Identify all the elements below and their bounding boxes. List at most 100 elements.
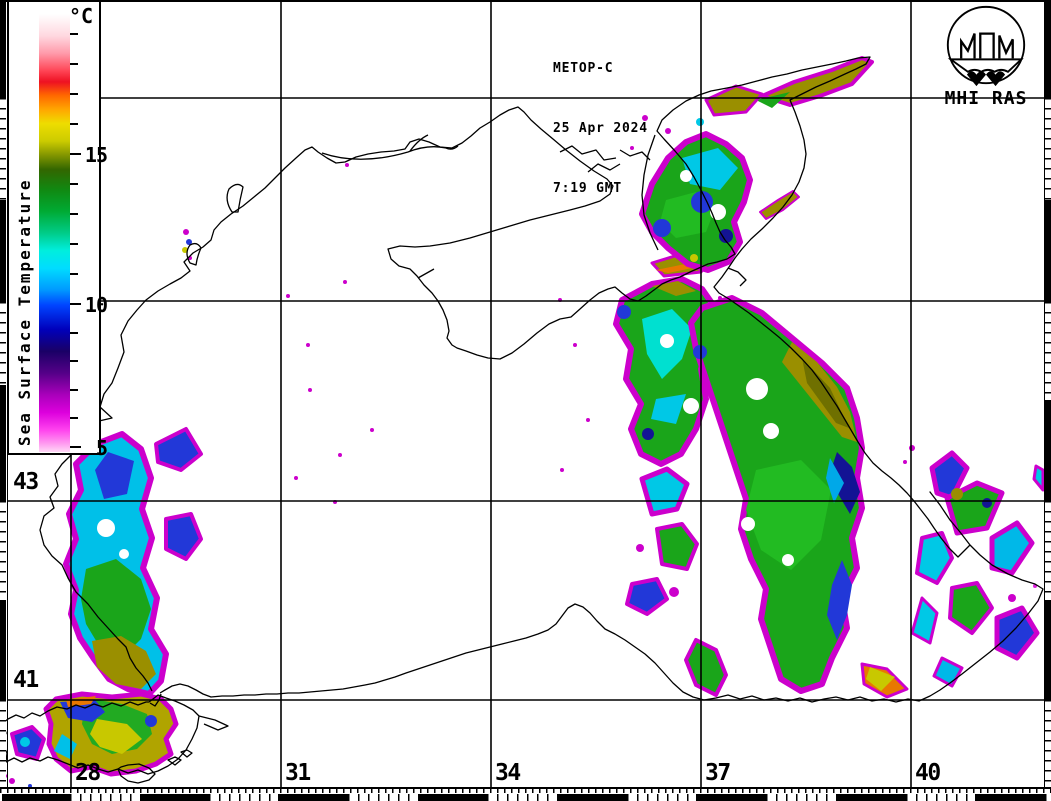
sst-speck <box>306 343 310 347</box>
left-ruler-segment <box>0 200 6 302</box>
sst-speck <box>691 191 713 213</box>
bottom-ruler-segment <box>487 793 557 801</box>
cloud-gap <box>746 378 768 400</box>
coastline <box>167 756 182 766</box>
colorbar: Sea Surface Temperature °C 15 10 5 <box>7 0 108 458</box>
cloud-gap <box>683 398 699 414</box>
colorbar-minor-tick <box>70 33 78 35</box>
sst-patch <box>827 560 852 640</box>
left-ruler-segment <box>0 700 6 787</box>
sst-speck <box>903 460 907 464</box>
bottom-ruler-segment <box>906 793 975 801</box>
sst-patch <box>948 581 994 635</box>
frame-right-line <box>1043 0 1045 787</box>
sst-patch <box>625 577 669 616</box>
coastline <box>117 763 156 784</box>
coastline <box>417 268 435 279</box>
sst-speck <box>693 345 707 359</box>
sst-speck <box>719 229 733 243</box>
sst-patch <box>994 605 1040 661</box>
sst-speck <box>617 305 631 319</box>
colorbar-minor-tick <box>70 213 78 215</box>
longitude-label: 28 <box>75 760 101 786</box>
longitude-label: 34 <box>495 760 521 786</box>
latitude-label: 41 <box>13 667 39 693</box>
left-ruler-segment <box>0 0 6 98</box>
sst-speck <box>308 388 312 392</box>
left-ruler-segment <box>0 600 6 700</box>
left-ruler-segment <box>0 501 6 600</box>
colorbar-tick-label: 15 <box>84 143 108 167</box>
left-ruler-segment <box>0 302 6 385</box>
acquisition-date: 25 Apr 2024 <box>553 121 648 136</box>
longitude-label: 31 <box>285 760 311 786</box>
cloud-gap <box>119 549 129 559</box>
sst-speck <box>338 453 342 457</box>
colorbar-minor-tick <box>70 63 78 65</box>
left-ruler-segment <box>0 385 6 501</box>
colorbar-gradient <box>39 14 70 452</box>
sst-patch <box>989 520 1035 576</box>
sst-speck <box>345 163 349 167</box>
logo-caption: MHI RAS <box>944 88 1028 109</box>
colorbar-minor-tick <box>70 417 78 419</box>
sst-speck <box>665 128 671 134</box>
sst-patch <box>651 394 686 424</box>
colorbar-minor-tick <box>70 123 78 125</box>
sst-patch <box>915 531 954 585</box>
sst-speck <box>951 488 963 500</box>
sst-speck <box>630 146 634 150</box>
coastline <box>641 134 659 251</box>
colorbar-minor-tick <box>70 389 78 391</box>
right-ruler-segment <box>1045 302 1051 400</box>
sst-speck <box>343 280 347 284</box>
sst-patch <box>759 190 800 220</box>
sst-patch <box>95 452 134 499</box>
coastline <box>39 56 1044 703</box>
bottom-ruler-segment <box>140 793 209 801</box>
sst-patch <box>756 92 790 108</box>
sst-speck <box>690 254 698 262</box>
sst-patch <box>910 596 939 645</box>
sst-speck <box>145 715 157 727</box>
colorbar-minor-tick <box>70 183 78 185</box>
sst-speck <box>718 296 722 300</box>
sst-speck <box>573 343 577 347</box>
sst-speck <box>186 239 192 245</box>
sst-patch <box>652 281 696 296</box>
cloud-gap <box>782 554 794 566</box>
bottom-ruler-segment <box>696 793 766 801</box>
sst-speck <box>982 498 992 508</box>
right-ruler-segment <box>1045 600 1051 700</box>
coastline <box>321 134 459 160</box>
colorbar-tick-label: 10 <box>84 293 108 317</box>
colorbar-minor-tick <box>70 273 78 275</box>
sst-speck <box>636 544 644 552</box>
sst-patch <box>929 450 970 501</box>
satellite-name: METOP-C <box>553 61 614 76</box>
latitude-label: 43 <box>13 469 39 495</box>
sst-speck <box>560 468 564 472</box>
longitude-label: 40 <box>915 760 941 786</box>
right-ruler-segment <box>1045 98 1051 200</box>
colorbar-minor-tick <box>70 93 78 95</box>
right-ruler-segment <box>1045 501 1051 600</box>
colorbar-title: Sea Surface Temperature <box>15 178 34 446</box>
cloud-gap <box>763 423 779 439</box>
cloud-gap <box>710 204 726 220</box>
cloud-gap <box>741 517 755 531</box>
frame-top-line <box>0 0 1051 2</box>
sst-speck <box>642 115 648 121</box>
sst-patch <box>92 636 156 689</box>
bottom-ruler-segment <box>975 793 1045 801</box>
colorbar-units: °C <box>69 4 94 28</box>
sst-patch <box>704 84 764 117</box>
sst-patch <box>932 656 964 688</box>
bottom-ruler-segment <box>627 793 696 801</box>
sst-speck <box>642 428 654 440</box>
acquisition-time: 7:19 GMT <box>553 181 623 196</box>
sst-speck <box>370 428 374 432</box>
cloud-gap <box>660 334 674 348</box>
sst-patch <box>1032 464 1045 492</box>
